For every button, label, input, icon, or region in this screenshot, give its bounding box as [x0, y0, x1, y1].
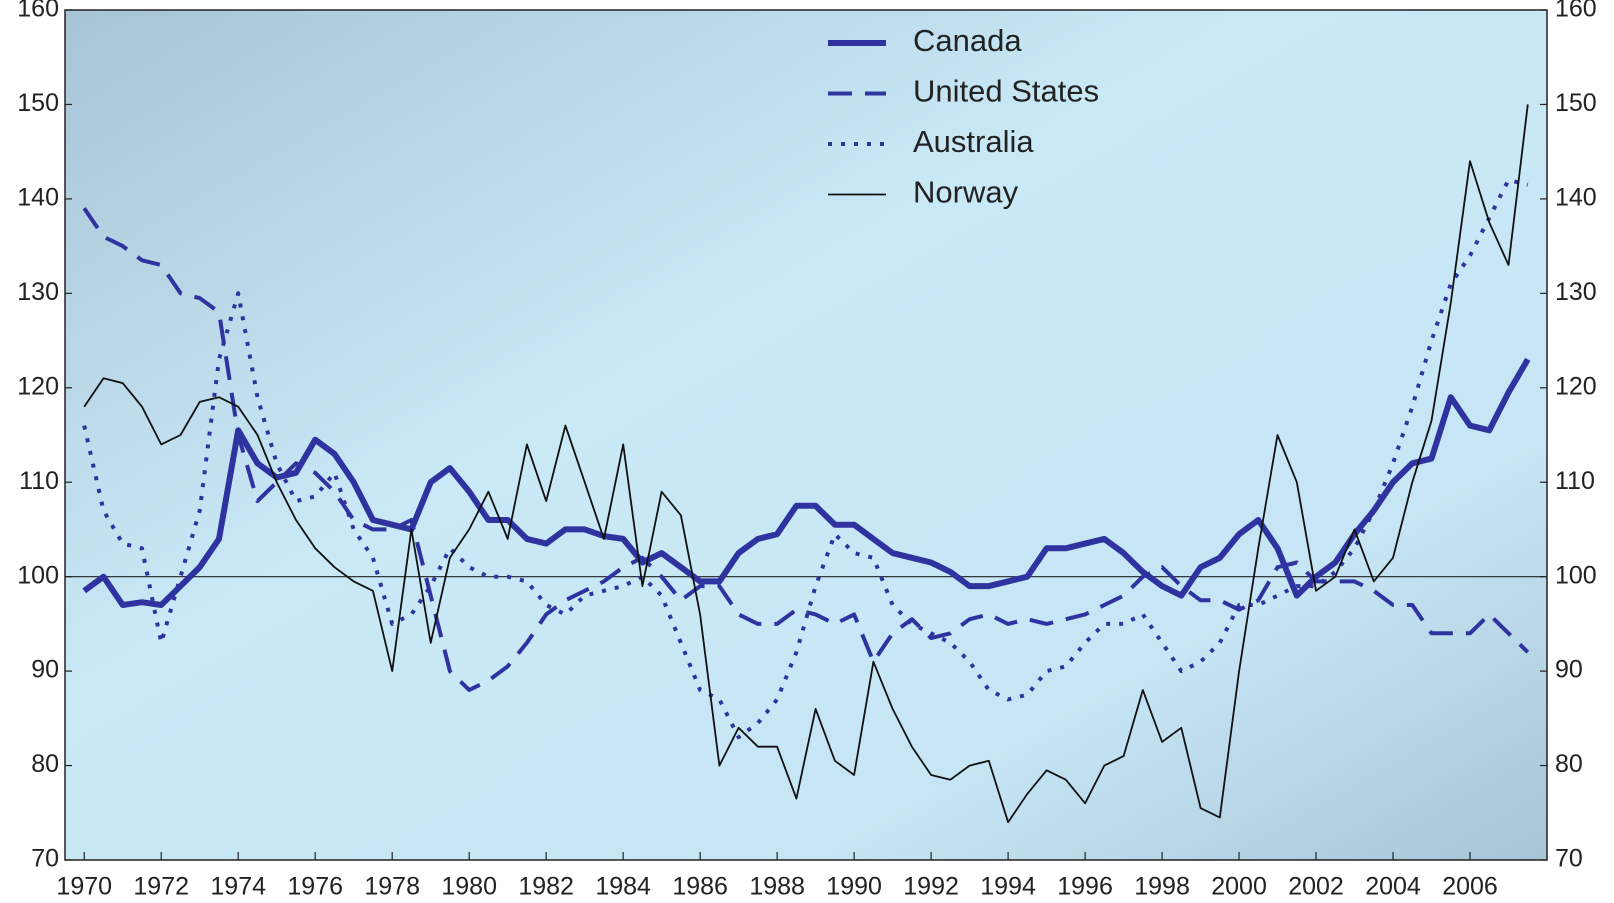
x-tick-label: 2004 [1365, 873, 1421, 901]
x-tick-label: 1990 [826, 873, 882, 901]
y2-tick-label: 130 [1555, 278, 1597, 306]
y2-tick-label: 160 [1555, 0, 1597, 23]
x-tick-label: 1976 [287, 873, 343, 901]
x-tick-label: 1980 [441, 873, 497, 901]
y-tick-label: 140 [17, 183, 59, 211]
x-tick-label: 2000 [1211, 873, 1267, 901]
y-tick-label: 110 [19, 467, 59, 495]
x-tick-label: 1992 [903, 873, 959, 901]
y2-tick-label: 110 [1555, 467, 1595, 495]
x-tick-label: 1970 [56, 873, 112, 901]
legend-label: United States [913, 74, 1099, 109]
x-tick-label: 1984 [595, 873, 651, 901]
y-tick-label: 90 [31, 656, 59, 684]
x-tick-label: 1994 [980, 873, 1036, 901]
y2-tick-label: 100 [1555, 561, 1597, 589]
y-tick-label: 130 [17, 278, 59, 306]
y2-tick-label: 120 [1555, 372, 1597, 400]
x-tick-label: 1978 [364, 873, 420, 901]
legend-label: Norway [913, 175, 1019, 210]
series-line [82, 178, 1529, 740]
y2-tick-label: 90 [1555, 656, 1583, 684]
y2-tick-label: 140 [1555, 183, 1597, 211]
x-tick-label: 1974 [210, 873, 266, 901]
x-tick-label: 1996 [1057, 873, 1113, 901]
y-tick-label: 160 [17, 0, 59, 23]
y-tick-label: 100 [17, 561, 59, 589]
y2-tick-label: 150 [1555, 89, 1597, 117]
y2-tick-label: 70 [1555, 845, 1583, 873]
x-tick-label: 1988 [749, 873, 805, 901]
plot-area [64, 9, 1548, 861]
y-tick-label: 150 [17, 89, 59, 117]
y-tick-label: 80 [31, 750, 59, 778]
y-tick-label: 120 [17, 372, 59, 400]
x-tick-label: 1986 [672, 873, 728, 901]
y2-tick-label: 80 [1555, 750, 1583, 778]
legend-label: Australia [913, 124, 1034, 159]
x-tick-label: 1972 [133, 873, 189, 901]
legend-label: Canada [913, 23, 1022, 58]
series-line [82, 357, 1531, 608]
y-tick-label: 70 [31, 845, 59, 873]
x-tick-label: 1982 [518, 873, 574, 901]
series-line [82, 207, 1530, 692]
x-tick-label: 1998 [1134, 873, 1190, 901]
x-tick-label: 2006 [1442, 873, 1498, 901]
x-tick-label: 2002 [1288, 873, 1344, 901]
series-line [83, 104, 1529, 824]
